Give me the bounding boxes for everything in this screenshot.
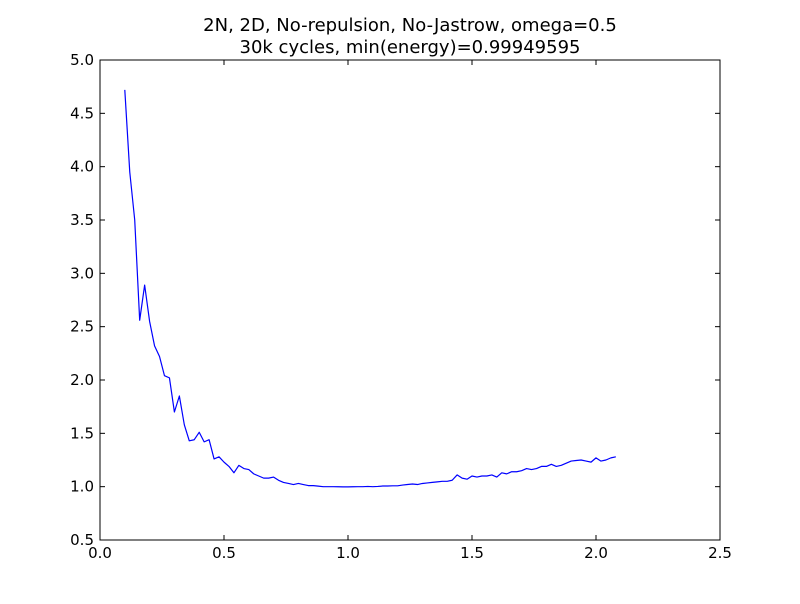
x-tick-label: 2.5 xyxy=(708,544,732,562)
chart-title: 2N, 2D, No-repulsion, No-Jastrow, omega=… xyxy=(203,15,617,36)
plot-area: 0.0 0.5 1.0 1.5 2.0 2.50.51.01.52.02.53.03.54… xyxy=(70,51,732,562)
y-tick-label: 0.5 xyxy=(70,531,94,549)
y-tick-label: 2.0 xyxy=(70,371,94,389)
series-line-0 xyxy=(124,89,616,488)
y-tick-label: 1.0 xyxy=(70,478,94,496)
y-tick-label: 4.5 xyxy=(70,104,94,122)
y-tick-label: 3.5 xyxy=(70,211,94,229)
x-tick-label: 0.5 xyxy=(212,544,236,562)
x-tick-label: 1.0 xyxy=(336,544,360,562)
y-tick-label: 3.0 xyxy=(70,264,94,282)
y-tick-label: 2.5 xyxy=(70,318,94,336)
y-tick-label: 5.0 xyxy=(70,51,94,69)
y-tick-label: 1.5 xyxy=(70,424,94,442)
x-tick-label: 0.0 xyxy=(88,544,112,562)
axes-frame xyxy=(99,59,721,541)
chart-subtitle: 30k cycles, min(energy)=0.99949595 xyxy=(240,37,581,58)
x-tick-label: 1.5 xyxy=(460,544,484,562)
y-tick-label: 4.0 xyxy=(70,158,94,176)
x-tick-label: 2.0 xyxy=(584,544,608,562)
